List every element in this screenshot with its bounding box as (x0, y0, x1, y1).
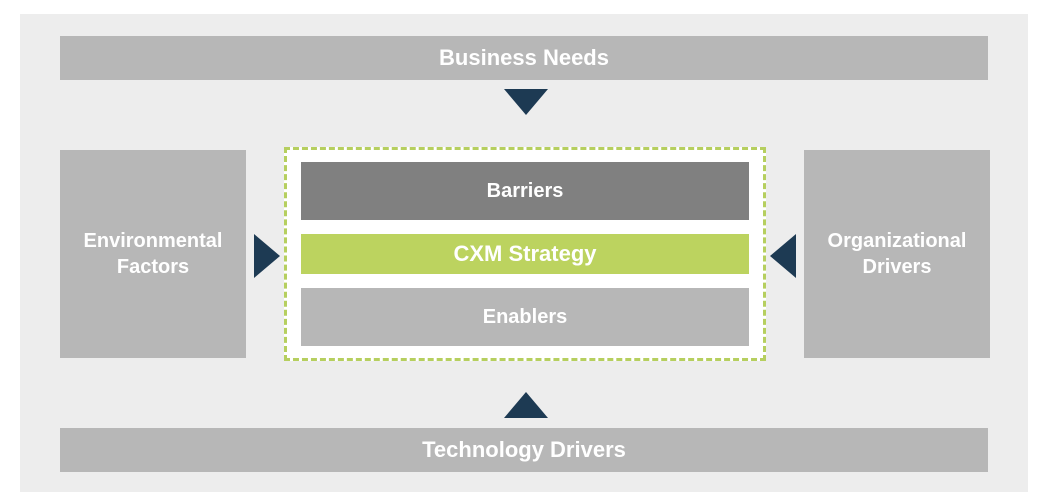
enablers-label: Enablers (483, 306, 567, 329)
business-needs-bar: Business Needs (60, 36, 988, 80)
cxm-strategy-label: CXM Strategy (453, 241, 596, 267)
arrow-down-icon (504, 89, 548, 115)
diagram-canvas: Business Needs Technology Drivers Enviro… (20, 14, 1028, 492)
barriers-label: Barriers (487, 180, 564, 203)
business-needs-label: Business Needs (439, 45, 609, 71)
barriers-bar: Barriers (301, 162, 749, 220)
center-dashed-container: Barriers CXM Strategy Enablers (284, 147, 766, 361)
organizational-line2: Drivers (863, 254, 932, 280)
environmental-line1: Environmental (84, 228, 223, 254)
arrow-right-icon (254, 234, 280, 278)
arrow-up-icon (504, 392, 548, 418)
arrow-left-icon (770, 234, 796, 278)
environmental-factors-box: Environmental Factors (60, 150, 246, 358)
enablers-bar: Enablers (301, 288, 749, 346)
environmental-line2: Factors (117, 254, 189, 280)
organizational-line1: Organizational (828, 228, 967, 254)
technology-drivers-label: Technology Drivers (422, 437, 626, 463)
technology-drivers-bar: Technology Drivers (60, 428, 988, 472)
cxm-strategy-bar: CXM Strategy (301, 234, 749, 274)
organizational-drivers-box: Organizational Drivers (804, 150, 990, 358)
